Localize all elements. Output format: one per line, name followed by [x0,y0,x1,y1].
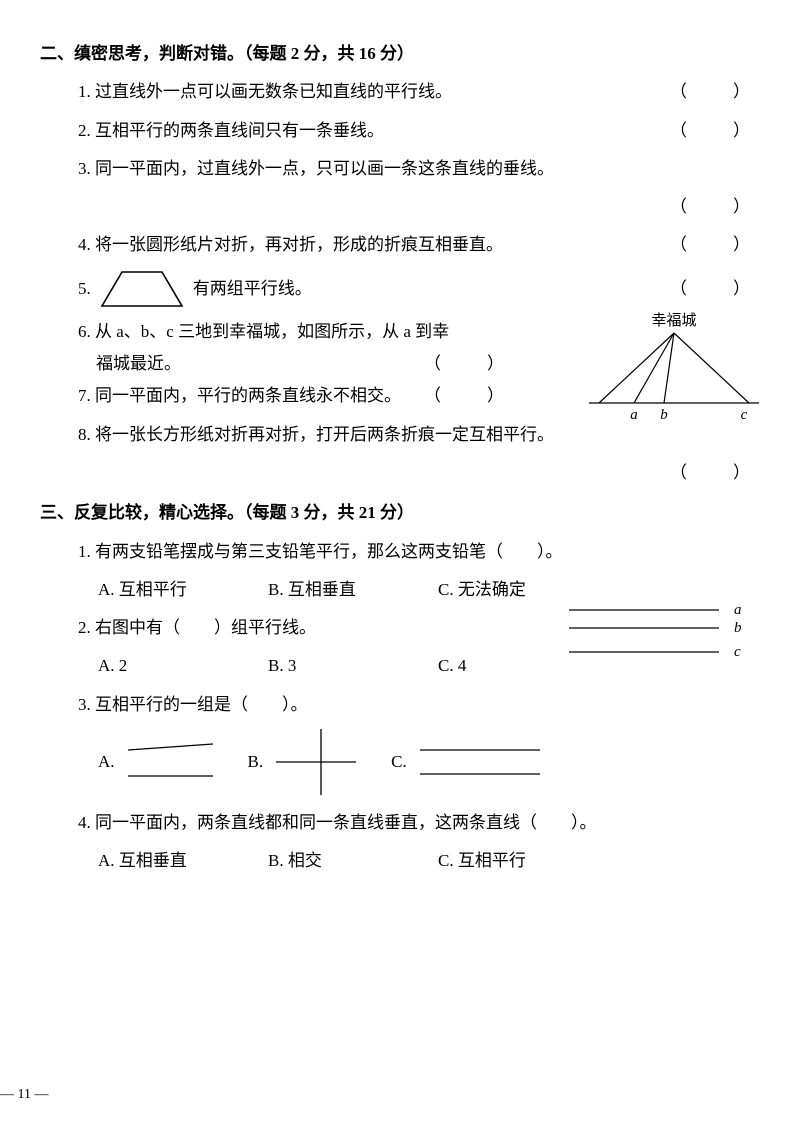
s2-q1-text: 1. 过直线外一点可以画无数条已知直线的平行线。 [78,76,660,108]
two-parallel-lines-icon [415,742,545,782]
city-label: 幸福城 [651,312,696,329]
s2-q6-line2: 福城最近。 [96,348,414,380]
s2-q1: 1. 过直线外一点可以画无数条已知直线的平行线。 （ ） [78,76,754,108]
optB-label: B. [248,746,264,778]
s3-q3-text: 3. 互相平行的一组是（ ）。 [78,695,308,714]
section3-title: 三、反复比较，精心选择。（每题 3 分，共 21 分） [40,497,754,529]
svg-text:a: a [734,602,742,618]
s2-q6: 6. 从 a、b、c 三地到幸福城，如图所示，从 a 到幸 福城最近。 （ ） … [78,316,754,413]
s3-q2: 2. 右图中有（ ）组平行线。 a b c [78,612,754,644]
paren-blank[interactable]: （ ） [78,191,754,223]
two-slant-lines-icon [123,742,218,782]
optA-label: A. [98,746,115,778]
paren-blank[interactable]: （ ） [670,115,754,147]
s3-q1: 1. 有两支铅笔摆成与第三支铅笔平行，那么这两支铅笔（ ）。 [78,536,754,568]
s2-q4-text: 4. 将一张圆形纸片对折，再对折，形成的折痕互相垂直。 [78,229,660,261]
s2-q5-num: 5. [78,273,91,305]
paren-blank[interactable]: （ ） [424,380,508,412]
s3-q3-optA[interactable]: A. [98,742,218,782]
s3-q4: 4. 同一平面内，两条直线都和同一条直线垂直，这两条直线（ ）。 [78,807,754,839]
s3-q4-text: 4. 同一平面内，两条直线都和同一条直线垂直，这两条直线（ ）。 [78,813,597,832]
section2-title: 二、缜密思考，判断对错。（每题 2 分，共 16 分） [40,38,754,70]
s2-q3: 3. 同一平面内，过直线外一点，只可以画一条这条直线的垂线。 [78,153,754,185]
paren-blank[interactable]: （ ） [670,76,754,108]
s3-q3-options: A. B. C. [98,727,754,797]
optC-label: C. [391,746,407,778]
paren-blank[interactable]: （ ） [670,229,754,261]
s3-q2-text: 2. 右图中有（ ）组平行线。 [78,618,316,637]
page-number: — 11 — [0,1082,48,1109]
svg-text:c: c [734,644,741,660]
s3-q3-optC[interactable]: C. [391,742,545,782]
s3-q4-options: A. 互相垂直 B. 相交 C. 互相平行 [98,845,754,877]
s3-q1-text: 1. 有两支铅笔摆成与第三支铅笔平行，那么这两支铅笔（ ）。 [78,542,563,561]
s2-q2-text: 2. 互相平行的两条直线间只有一条垂线。 [78,115,660,147]
s3-q2-optB[interactable]: B. 3 [268,650,438,682]
trapezoid-icon [97,268,187,310]
cross-lines-icon [271,727,361,797]
s3-q1-optA[interactable]: A. 互相平行 [98,574,268,606]
svg-text:b: b [734,620,742,636]
s2-q6-line1: 6. 从 a、b、c 三地到幸福城，如图所示，从 a 到幸 [78,316,468,348]
three-lines-icon: a b c [569,602,744,662]
paren-blank[interactable]: （ ） [670,273,754,305]
s3-q4-optA[interactable]: A. 互相垂直 [98,845,268,877]
s2-q5: 5. 有两组平行线。 （ ） [78,268,754,310]
s2-q4: 4. 将一张圆形纸片对折，再对折，形成的折痕互相垂直。 （ ） [78,229,754,261]
s2-q5-text: 有两组平行线。 [193,273,660,305]
s2-q8: 8. 将一张长方形纸对折再对折，打开后两条折痕一定互相平行。 [78,419,754,451]
paren-blank[interactable]: （ ） [424,348,508,380]
triangle-city-icon: 幸福城 a b c [584,311,764,426]
s2-q3-text: 3. 同一平面内，过直线外一点，只可以画一条这条直线的垂线。 [78,159,554,178]
s2-q8-text: 8. 将一张长方形纸对折再对折，打开后两条折痕一定互相平行。 [78,425,554,444]
s3-q3-optB[interactable]: B. [248,727,362,797]
s3-q4-optC[interactable]: C. 互相平行 [438,845,608,877]
s2-q2: 2. 互相平行的两条直线间只有一条垂线。 （ ） [78,115,754,147]
s2-q7-text: 7. 同一平面内，平行的两条直线永不相交。 [78,380,414,412]
paren-blank[interactable]: （ ） [78,457,754,489]
s3-q1-optB[interactable]: B. 互相垂直 [268,574,438,606]
s3-q3: 3. 互相平行的一组是（ ）。 [78,689,754,721]
s3-q2-optA[interactable]: A. 2 [98,650,268,682]
s3-q4-optB[interactable]: B. 相交 [268,845,438,877]
